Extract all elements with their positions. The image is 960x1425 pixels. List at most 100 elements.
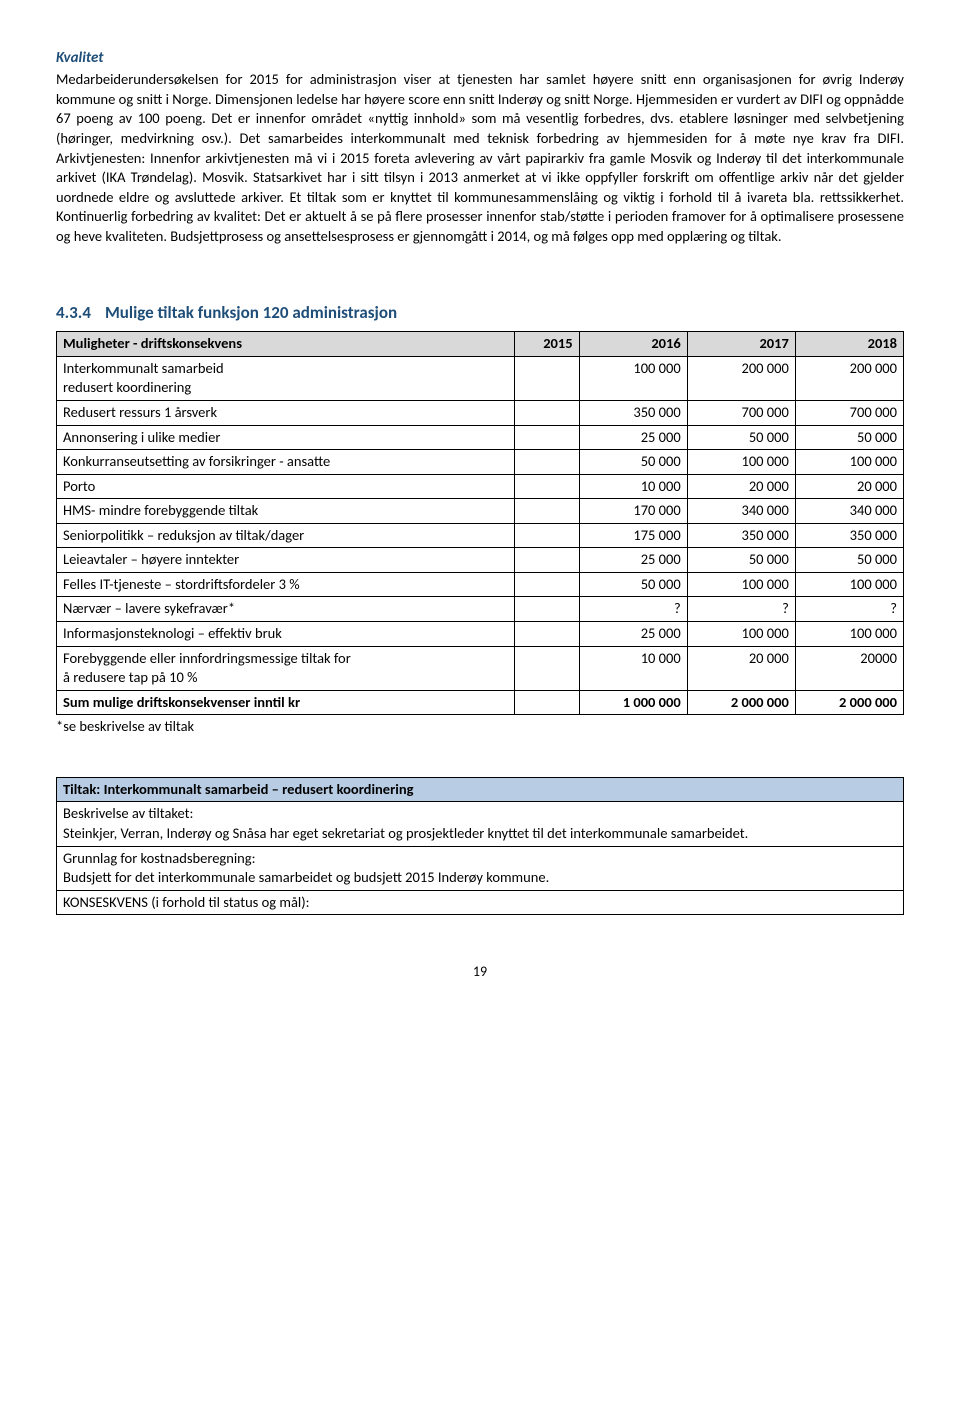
cell: 50 000	[687, 425, 795, 450]
tiltak-header: Tiltak: Interkommunalt samarbeid – redus…	[57, 777, 904, 802]
cell: 340 000	[795, 499, 903, 524]
cell: 20 000	[687, 474, 795, 499]
table-row: Forebyggende eller innfordringsmessige t…	[57, 646, 904, 690]
cell	[515, 450, 580, 475]
cell: 175 000	[579, 523, 687, 548]
cell	[515, 690, 580, 715]
table-row: KONSESKVENS (i forhold til status og mål…	[57, 890, 904, 915]
row-label: Konkurranseutsetting av forsikringer - a…	[57, 450, 515, 475]
cell: 2 000 000	[687, 690, 795, 715]
cell: 350 000	[795, 523, 903, 548]
sum-label: Sum mulige driftskonsekvenser inntil kr	[57, 690, 515, 715]
table-row: Informasjonsteknologi – effektiv bruk 25…	[57, 622, 904, 647]
cell: 100 000	[795, 622, 903, 647]
col-header: 2017	[687, 332, 795, 357]
cell: ?	[795, 597, 903, 622]
cell: 100 000	[795, 572, 903, 597]
table-row: Porto 10 000 20 000 20 000	[57, 474, 904, 499]
cell: 25 000	[579, 548, 687, 573]
cell: 100 000	[687, 572, 795, 597]
cell: ?	[579, 597, 687, 622]
cell: 350 000	[687, 523, 795, 548]
cell: 100 000	[687, 450, 795, 475]
cell: 20000	[795, 646, 903, 690]
table-row: Beskrivelse av tiltaket: Steinkjer, Verr…	[57, 802, 904, 846]
row-label: Nærvær – lavere sykefravær*	[57, 597, 515, 622]
kvalitet-paragraph: Medarbeiderundersøkelsen for 2015 for ad…	[56, 70, 904, 246]
row-label: Forebyggende eller innfordringsmessige t…	[57, 646, 515, 690]
row-label: Informasjonsteknologi – effektiv bruk	[57, 622, 515, 647]
table-note: *se beskrivelse av tiltak	[56, 717, 904, 737]
subsection-number: 4.3.4	[56, 302, 91, 323]
cell: 100 000	[795, 450, 903, 475]
tiltak-konsekvens: KONSESKVENS (i forhold til status og mål…	[57, 890, 904, 915]
row-label: Seniorpolitikk – reduksjon av tiltak/dag…	[57, 523, 515, 548]
table-header-row: Muligheter - driftskonsekvens 2015 2016 …	[57, 332, 904, 357]
cell: 50 000	[687, 548, 795, 573]
table-row: HMS- mindre forebyggende tiltak 170 000 …	[57, 499, 904, 524]
cell: 100 000	[687, 622, 795, 647]
cell: 50 000	[795, 425, 903, 450]
cell: 50 000	[579, 450, 687, 475]
subsection-heading: 4.3.4 Mulige tiltak funksjon 120 administ…	[56, 302, 904, 325]
tiltak-table-1: Muligheter - driftskonsekvens 2015 2016 …	[56, 331, 904, 715]
table-row: Seniorpolitikk – reduksjon av tiltak/dag…	[57, 523, 904, 548]
cell: 350 000	[579, 400, 687, 425]
col-header: 2018	[795, 332, 903, 357]
row-label: Interkommunalt samarbeidredusert koordin…	[57, 356, 515, 400]
tiltak-grunnlag: Grunnlag for kostnadsberegning: Budsjett…	[57, 846, 904, 890]
cell: 200 000	[795, 356, 903, 400]
cell: 25 000	[579, 622, 687, 647]
cell	[515, 646, 580, 690]
subsection-title: Mulige tiltak funksjon 120 administrasjo…	[105, 302, 397, 323]
cell	[515, 622, 580, 647]
cell: 20 000	[687, 646, 795, 690]
cell	[515, 425, 580, 450]
table-sum-row: Sum mulige driftskonsekvenser inntil kr …	[57, 690, 904, 715]
cell: 25 000	[579, 425, 687, 450]
table-row: Felles IT-tjeneste – stordriftsfordeler …	[57, 572, 904, 597]
row-label: Annonsering i ulike medier	[57, 425, 515, 450]
table-row: Nærvær – lavere sykefravær* ? ? ?	[57, 597, 904, 622]
table-row: Leieavtaler – høyere inntekter 25 000 50…	[57, 548, 904, 573]
table-row: Annonsering i ulike medier 25 000 50 000…	[57, 425, 904, 450]
cell: ?	[687, 597, 795, 622]
table-row: Interkommunalt samarbeidredusert koordin…	[57, 356, 904, 400]
row-label: Redusert ressurs 1 årsverk	[57, 400, 515, 425]
col-header: 2015	[515, 332, 580, 357]
cell	[515, 597, 580, 622]
cell: 2 000 000	[795, 690, 903, 715]
cell: 340 000	[687, 499, 795, 524]
kvalitet-heading: Kvalitet	[56, 48, 904, 68]
cell: 50 000	[795, 548, 903, 573]
cell: 200 000	[687, 356, 795, 400]
cell	[515, 400, 580, 425]
cell	[515, 356, 580, 400]
cell	[515, 523, 580, 548]
cell	[515, 499, 580, 524]
tiltak-beskrivelse: Beskrivelse av tiltaket: Steinkjer, Verr…	[57, 802, 904, 846]
cell: 170 000	[579, 499, 687, 524]
table-row: Redusert ressurs 1 årsverk 350 000 700 0…	[57, 400, 904, 425]
table-row: Grunnlag for kostnadsberegning: Budsjett…	[57, 846, 904, 890]
cell: 1 000 000	[579, 690, 687, 715]
tiltak-header-row: Tiltak: Interkommunalt samarbeid – redus…	[57, 777, 904, 802]
page-number: 19	[56, 963, 904, 982]
cell: 10 000	[579, 646, 687, 690]
table-row: Konkurranseutsetting av forsikringer - a…	[57, 450, 904, 475]
cell: 700 000	[795, 400, 903, 425]
cell	[515, 474, 580, 499]
cell: 100 000	[579, 356, 687, 400]
cell: 20 000	[795, 474, 903, 499]
row-label: Leieavtaler – høyere inntekter	[57, 548, 515, 573]
cell	[515, 572, 580, 597]
row-label: HMS- mindre forebyggende tiltak	[57, 499, 515, 524]
tiltak-detail-table: Tiltak: Interkommunalt samarbeid – redus…	[56, 777, 904, 915]
col-header: Muligheter - driftskonsekvens	[57, 332, 515, 357]
cell	[515, 548, 580, 573]
cell: 10 000	[579, 474, 687, 499]
cell: 50 000	[579, 572, 687, 597]
row-label: Porto	[57, 474, 515, 499]
cell: 700 000	[687, 400, 795, 425]
col-header: 2016	[579, 332, 687, 357]
